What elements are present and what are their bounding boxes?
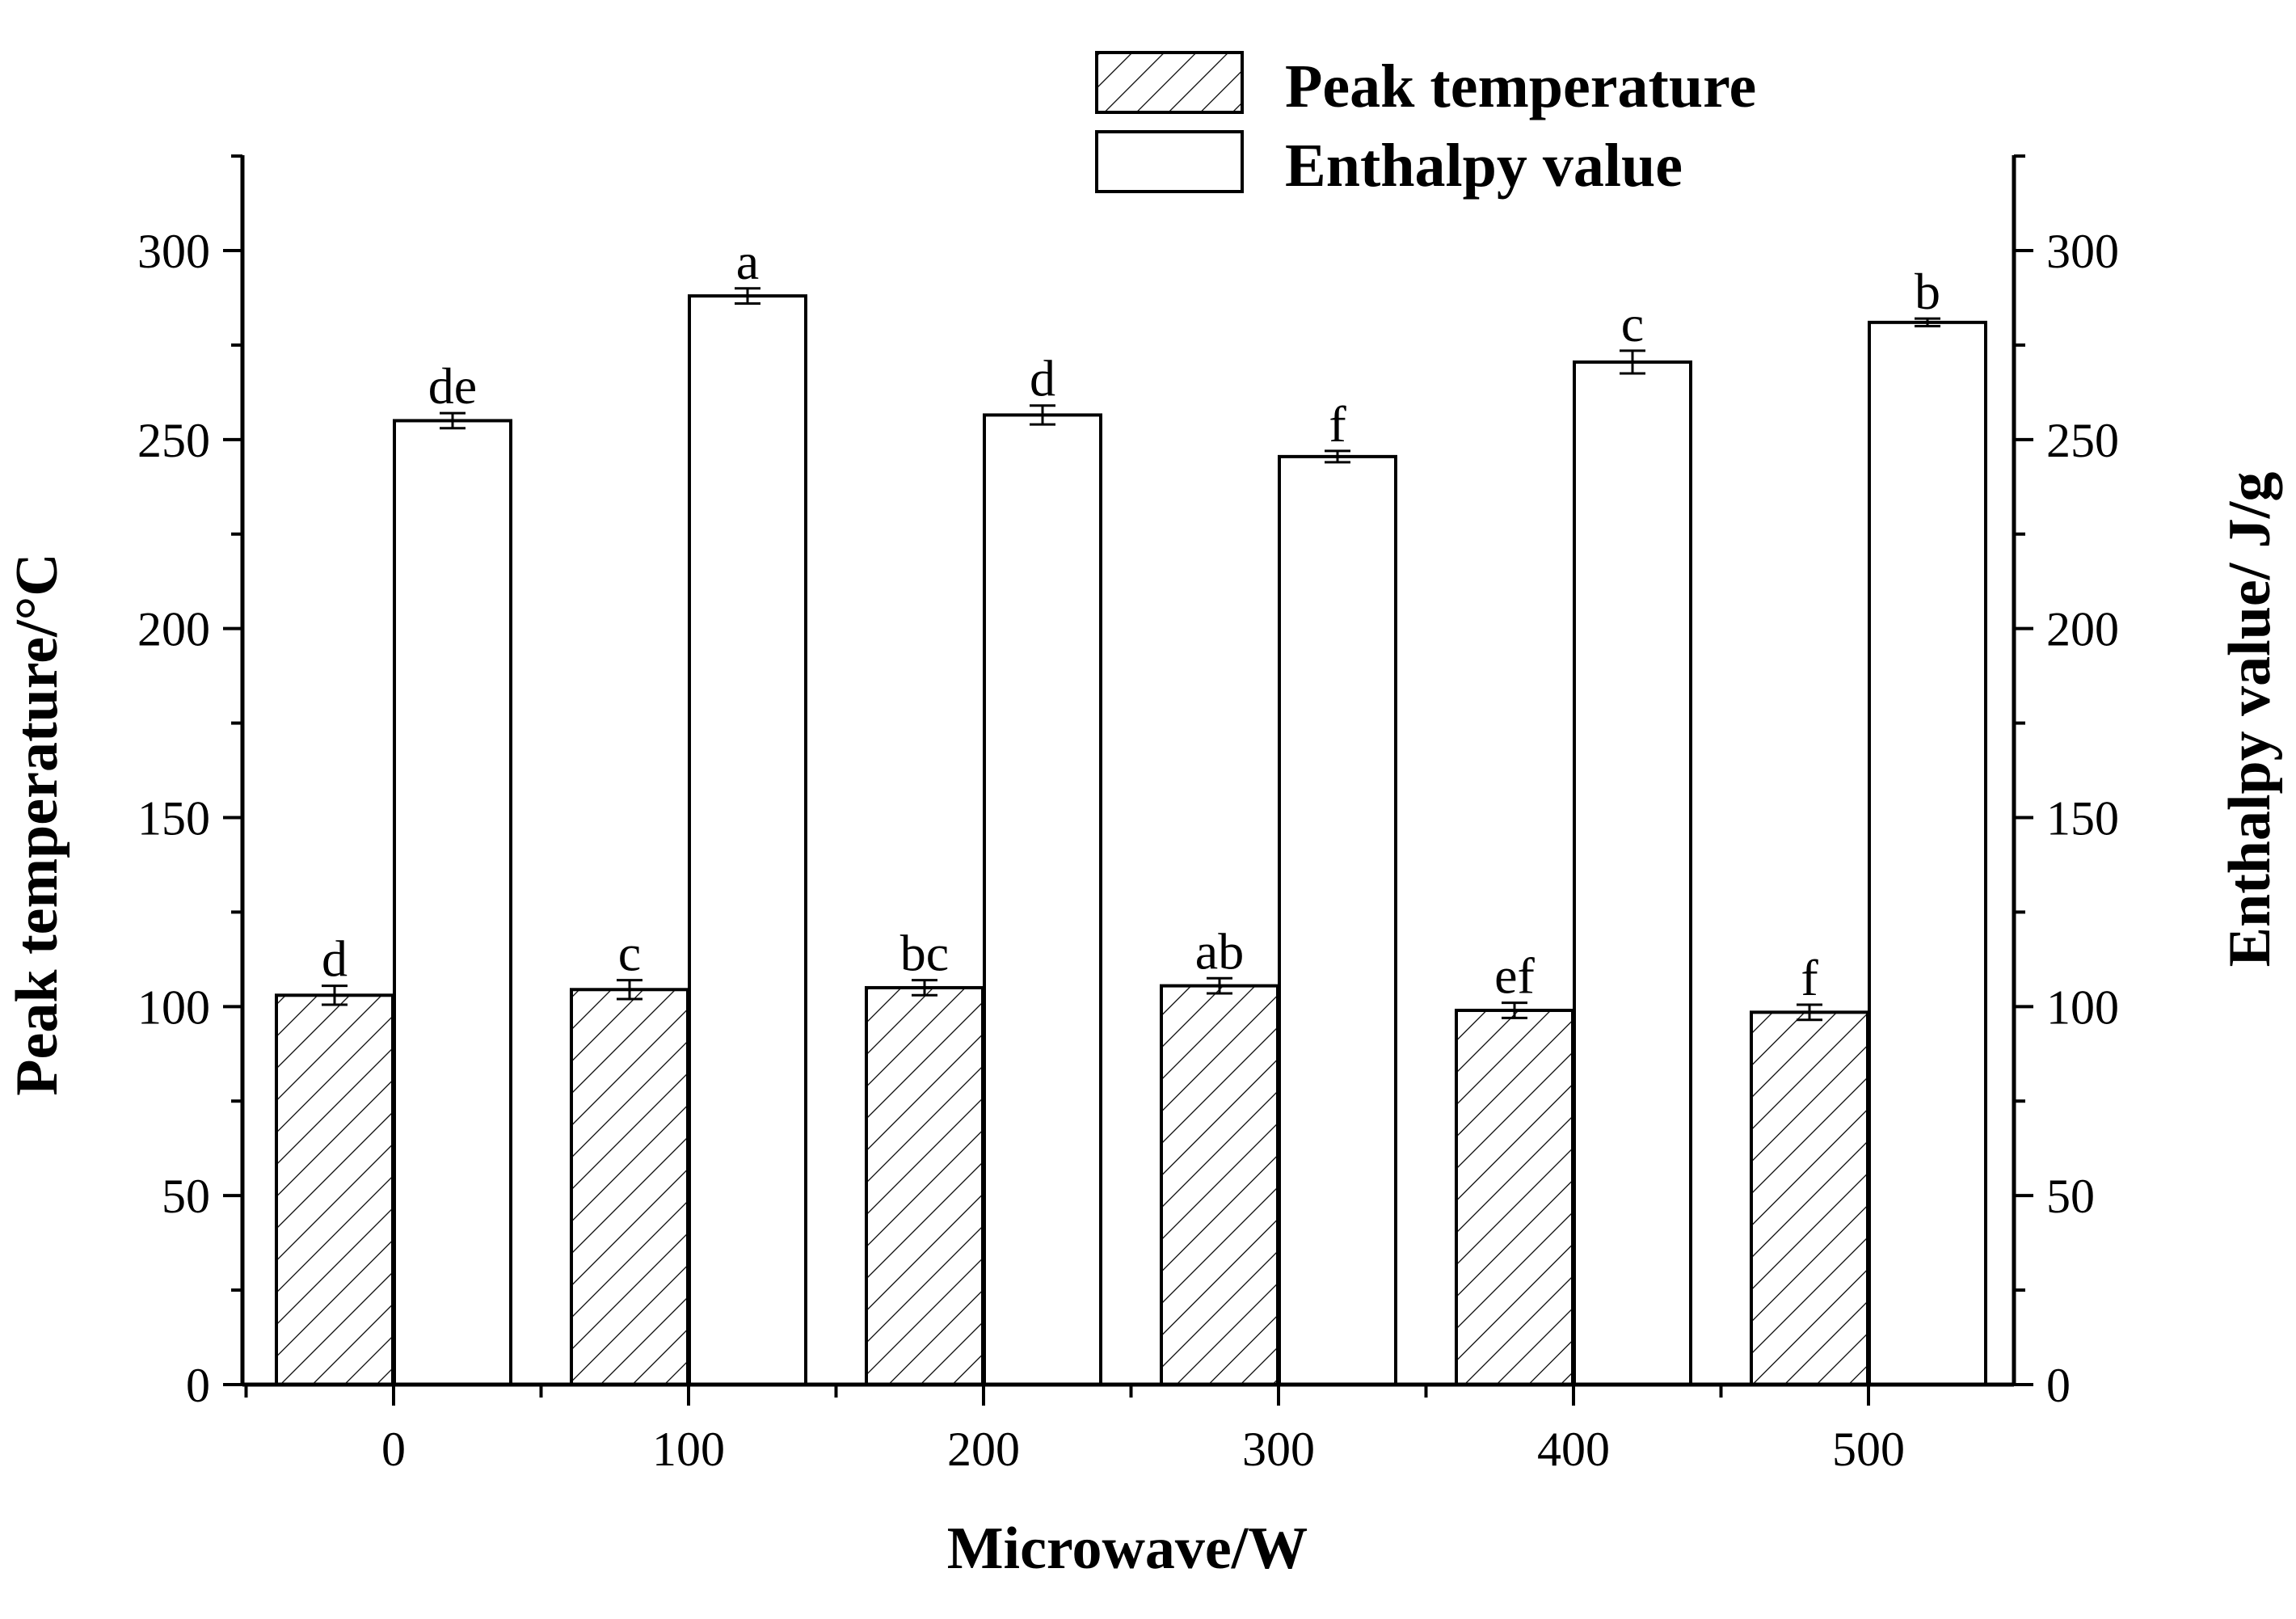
y-tick-label-left: 250: [137, 414, 210, 467]
significance-label: c: [618, 925, 641, 982]
y-tick-label-right: 200: [2046, 603, 2119, 656]
y-tick-label-left: 50: [162, 1170, 210, 1223]
axes-layer: 0 0 50 50 100 100 150 150 200 200 250 250 300 300 0 100…: [137, 154, 2119, 1476]
significance-label: b: [1915, 263, 1940, 320]
bar-peak-temperature: [865, 985, 984, 1386]
significance-label: d: [1030, 350, 1055, 407]
bar-enthalpy-value: [393, 419, 512, 1387]
bar-peak-temperature: [1750, 1010, 1869, 1387]
bar-enthalpy-value: [983, 413, 1102, 1386]
x-tick-label: 500: [1832, 1423, 1905, 1476]
x-axis-title: Microwave/W: [947, 1516, 1308, 1582]
bar-enthalpy-value: [1868, 320, 1987, 1386]
bar-peak-temperature: [1160, 984, 1279, 1387]
legend-label-enthalpy-value: Enthalpy value: [1285, 132, 1683, 200]
significance-label: f: [1801, 949, 1818, 1006]
bar-peak-temperature: [275, 993, 394, 1386]
y-tick-label-left: 100: [137, 980, 210, 1034]
y-tick-label-right: 150: [2046, 792, 2119, 845]
y-tick-label-right: 50: [2046, 1170, 2095, 1223]
significance-label: ab: [1195, 922, 1244, 980]
x-tick-label: 300: [1242, 1423, 1315, 1476]
y-tick-label-left: 300: [137, 225, 210, 278]
bar-enthalpy-value: [1573, 360, 1692, 1386]
y-axis-title-left: Peak temperature/°C: [4, 553, 70, 1095]
y-tick-label-left: 200: [137, 603, 210, 656]
y-tick-label-right: 300: [2046, 225, 2119, 278]
bar-peak-temperature: [570, 988, 689, 1386]
legend-swatch-enthalpy-value: [1095, 130, 1244, 193]
significance-label: ef: [1494, 947, 1535, 1005]
bar-peak-temperature: [1455, 1009, 1574, 1386]
significance-label: c: [1621, 295, 1644, 352]
significance-label: d: [322, 930, 348, 988]
bar-enthalpy-value: [688, 294, 807, 1386]
significance-label: f: [1329, 395, 1346, 453]
y-tick-label-right: 0: [2046, 1359, 2071, 1412]
x-tick-label: 200: [947, 1423, 1020, 1476]
y-axis-title-right: Enthalpy value/ J/g: [2217, 472, 2283, 968]
y-tick-label-left: 0: [186, 1359, 210, 1412]
bar-enthalpy-value: [1278, 454, 1397, 1387]
legend-label-peak-temperature: Peak temperature: [1285, 53, 1756, 120]
y-tick-label-left: 150: [137, 792, 210, 845]
significance-label: bc: [900, 925, 949, 982]
x-tick-label: 400: [1537, 1423, 1610, 1476]
y-tick-label-right: 250: [2046, 414, 2119, 467]
bars-layer: d c bc ab ef f de a d f c b: [275, 233, 1987, 1387]
legend-swatch-peak-temperature: [1095, 51, 1244, 114]
significance-label: a: [736, 233, 759, 290]
legend: Peak temperature Enthalpy value: [1095, 51, 1756, 200]
y-tick-label-right: 100: [2046, 980, 2119, 1034]
significance-label: de: [428, 357, 477, 415]
x-tick-label: 100: [652, 1423, 725, 1476]
x-tick-label: 0: [381, 1423, 406, 1476]
